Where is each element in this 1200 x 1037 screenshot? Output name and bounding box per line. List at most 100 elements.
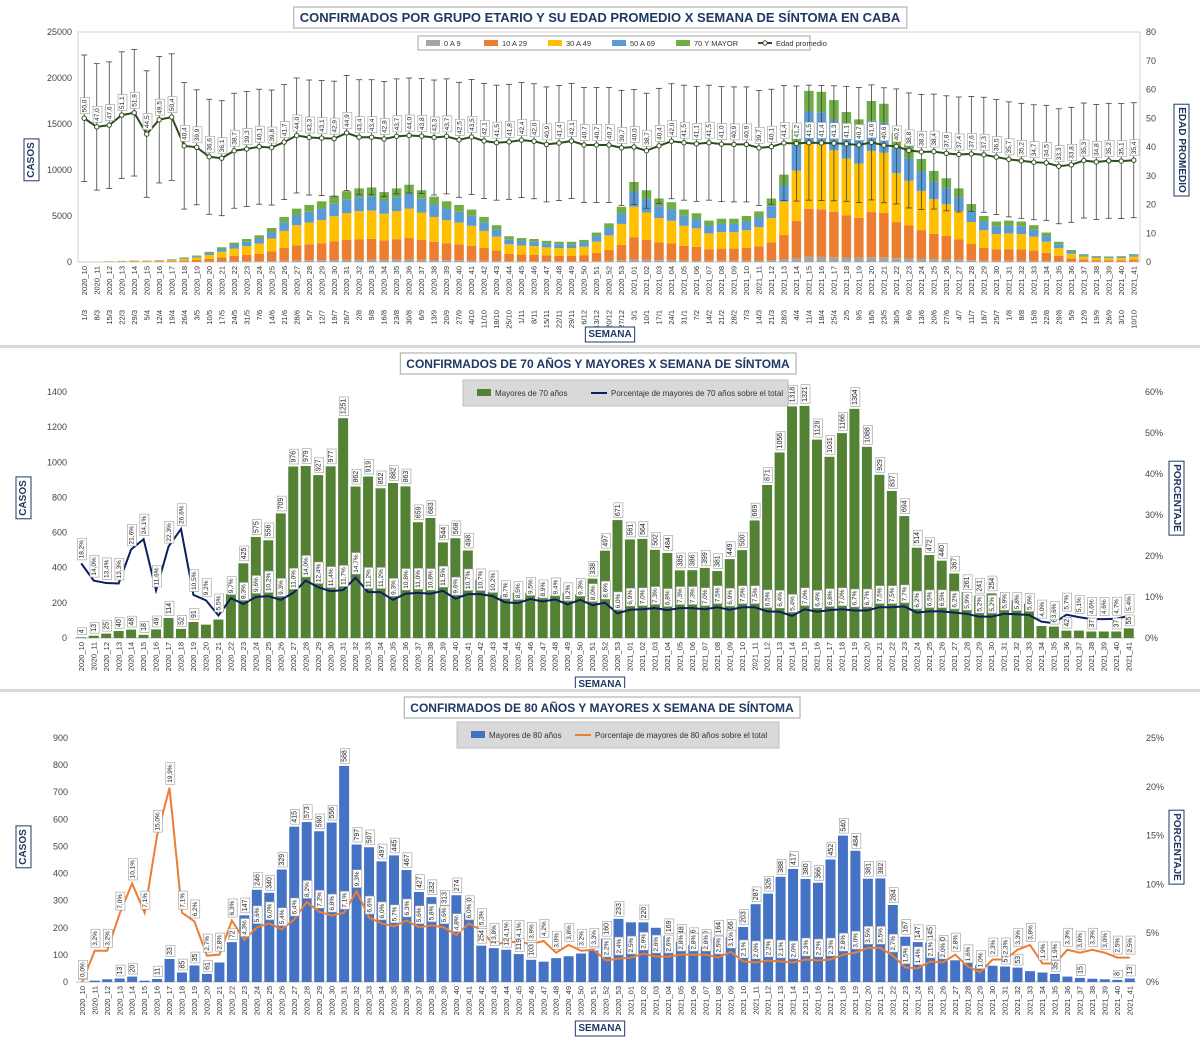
percent-label-text: 10,7% <box>478 570 485 589</box>
value-label-text: 863 <box>403 471 410 483</box>
bar-70-mayor <box>754 211 764 218</box>
x-date-label: 19/9 <box>1092 310 1101 325</box>
y2-tick-label: 80 <box>1146 27 1156 37</box>
x-week-label: 2020_26 <box>280 266 289 295</box>
y2-tick-label: 15% <box>1146 831 1164 841</box>
x-tick-label: 2021_27 <box>950 642 959 671</box>
percent-label-text: 5,4% <box>789 596 796 611</box>
x-date-label: 21/6 <box>280 310 289 325</box>
x-week-label: 2021_20 <box>867 266 876 295</box>
x-tick-label: 2020_46 <box>527 986 536 1015</box>
bar-70-mayor <box>554 241 564 245</box>
bar-0-9 <box>579 261 589 262</box>
x-date-label-group: 28/3 <box>780 310 789 325</box>
percent-label: 6,2% <box>912 590 923 610</box>
edad-label: 40,0 <box>629 126 640 143</box>
legend-entry: 30 A 49 <box>566 39 591 48</box>
x-tick-label: 2020_45 <box>513 642 522 671</box>
x-tick-label-group: 2021_34 <box>1038 986 1047 1015</box>
x-week-label-group: 2020_41 <box>467 266 476 295</box>
chart-title: CONFIRMADOS DE 70 AÑOS Y MAYORES X SEMAN… <box>406 356 790 371</box>
percent-label: 4,1% <box>502 920 512 939</box>
bar-30-49 <box>154 260 164 262</box>
value-label-box <box>376 470 387 487</box>
y-tick-label: 100 <box>53 950 68 960</box>
percent-label: 2,1% <box>926 939 936 959</box>
edad-label-text: 35,4 <box>1131 141 1138 154</box>
percent-label: 4,6% <box>1099 597 1110 616</box>
x-tick-label: 2020_24 <box>251 642 260 671</box>
percent-label: 3,1% <box>726 929 737 949</box>
edad-promedio-point <box>856 142 862 148</box>
value-label-box <box>115 964 126 977</box>
edad-promedio-point <box>1068 162 1074 168</box>
value-label: 388 <box>776 859 787 875</box>
percent-label-text: 3,5% <box>878 928 885 943</box>
value-label: 427 <box>415 874 425 890</box>
percent-label-text: 6,5% <box>764 591 771 606</box>
percent-label-box <box>452 913 462 932</box>
edad-label-box <box>505 120 515 138</box>
value-label-text: 160 <box>603 923 610 935</box>
percent-label: 9,3% <box>388 578 399 597</box>
edad-label: 34,7 <box>1029 141 1040 159</box>
percent-label-text: 5,2% <box>976 597 983 612</box>
x-date-label: 26/4 <box>180 310 189 325</box>
x-week-label-group: 2021_25 <box>929 266 938 295</box>
y2-tick-label: 5% <box>1146 928 1159 938</box>
value-label-text: 1031 <box>827 437 834 453</box>
x-tick-label-group: 2021_32 <box>1013 986 1022 1015</box>
bar <box>189 965 200 982</box>
x-tick-label-group: 2020_14 <box>127 642 136 671</box>
edad-label-text: 44,0 <box>406 116 413 129</box>
x-date-label-group: 7/6 <box>255 310 264 320</box>
bar-10-29 <box>579 255 589 262</box>
percent-label-text: 2,5% <box>1127 938 1134 953</box>
percent-label-box <box>888 933 899 953</box>
edad-label-box <box>517 119 528 136</box>
bar-0-9 <box>429 260 439 262</box>
x-date-label-group: 17/5 <box>217 310 226 325</box>
x-tick-label: 2021_18 <box>839 986 848 1015</box>
value-label-box <box>713 553 723 569</box>
percent-label: 3,9% <box>527 922 537 941</box>
value-label: 683 <box>426 500 437 516</box>
y-tick-label: 600 <box>53 814 68 824</box>
edad-label-box <box>654 125 665 142</box>
bar-10-29 <box>229 256 239 262</box>
x-tick-label: 2020_28 <box>301 642 310 671</box>
bar-10-29 <box>716 248 727 261</box>
x-date-label: 16/5 <box>867 310 876 325</box>
percent-label: 1,0% <box>976 950 986 970</box>
legend-swatch <box>477 389 491 396</box>
x-date-label: 1/3 <box>80 310 89 320</box>
value-label: 37 <box>1087 617 1098 630</box>
value-label-text: 929 <box>877 459 884 471</box>
x-week-label: 2021_14 <box>792 266 801 295</box>
edad-label: 44,0 <box>292 114 303 132</box>
edad-label-box <box>417 115 428 132</box>
value-label-text: 590 <box>317 815 324 827</box>
edad-label-box <box>467 116 478 133</box>
edad-promedio-point <box>169 114 175 120</box>
percent-label-box <box>538 579 549 599</box>
bar-10-29 <box>504 254 514 262</box>
value-label: 254 <box>477 928 488 944</box>
percent-label-box <box>413 567 424 590</box>
x-tick-label: 2021_32 <box>1012 642 1021 671</box>
y-tick-label: 1400 <box>47 387 67 397</box>
edad-label-text: 43,8 <box>419 117 426 130</box>
x-week-label: 2021_38 <box>1092 266 1101 295</box>
x-week-label: 2020_33 <box>367 266 376 295</box>
x-tick-label: 2021_37 <box>1076 986 1085 1015</box>
bar <box>176 628 186 638</box>
percent-label: 5,5% <box>214 593 224 613</box>
edad-label-box <box>280 121 290 138</box>
percent-label-text: 2,2% <box>603 940 610 955</box>
x-week-label-group: 2021_13 <box>780 266 789 295</box>
bar-50-69 <box>354 197 364 212</box>
x-tick-label-group: 2021_22 <box>888 986 897 1015</box>
value-label: 367 <box>950 555 960 572</box>
percent-label: 22,3% <box>164 521 175 544</box>
bar-30-49 <box>1016 234 1027 250</box>
